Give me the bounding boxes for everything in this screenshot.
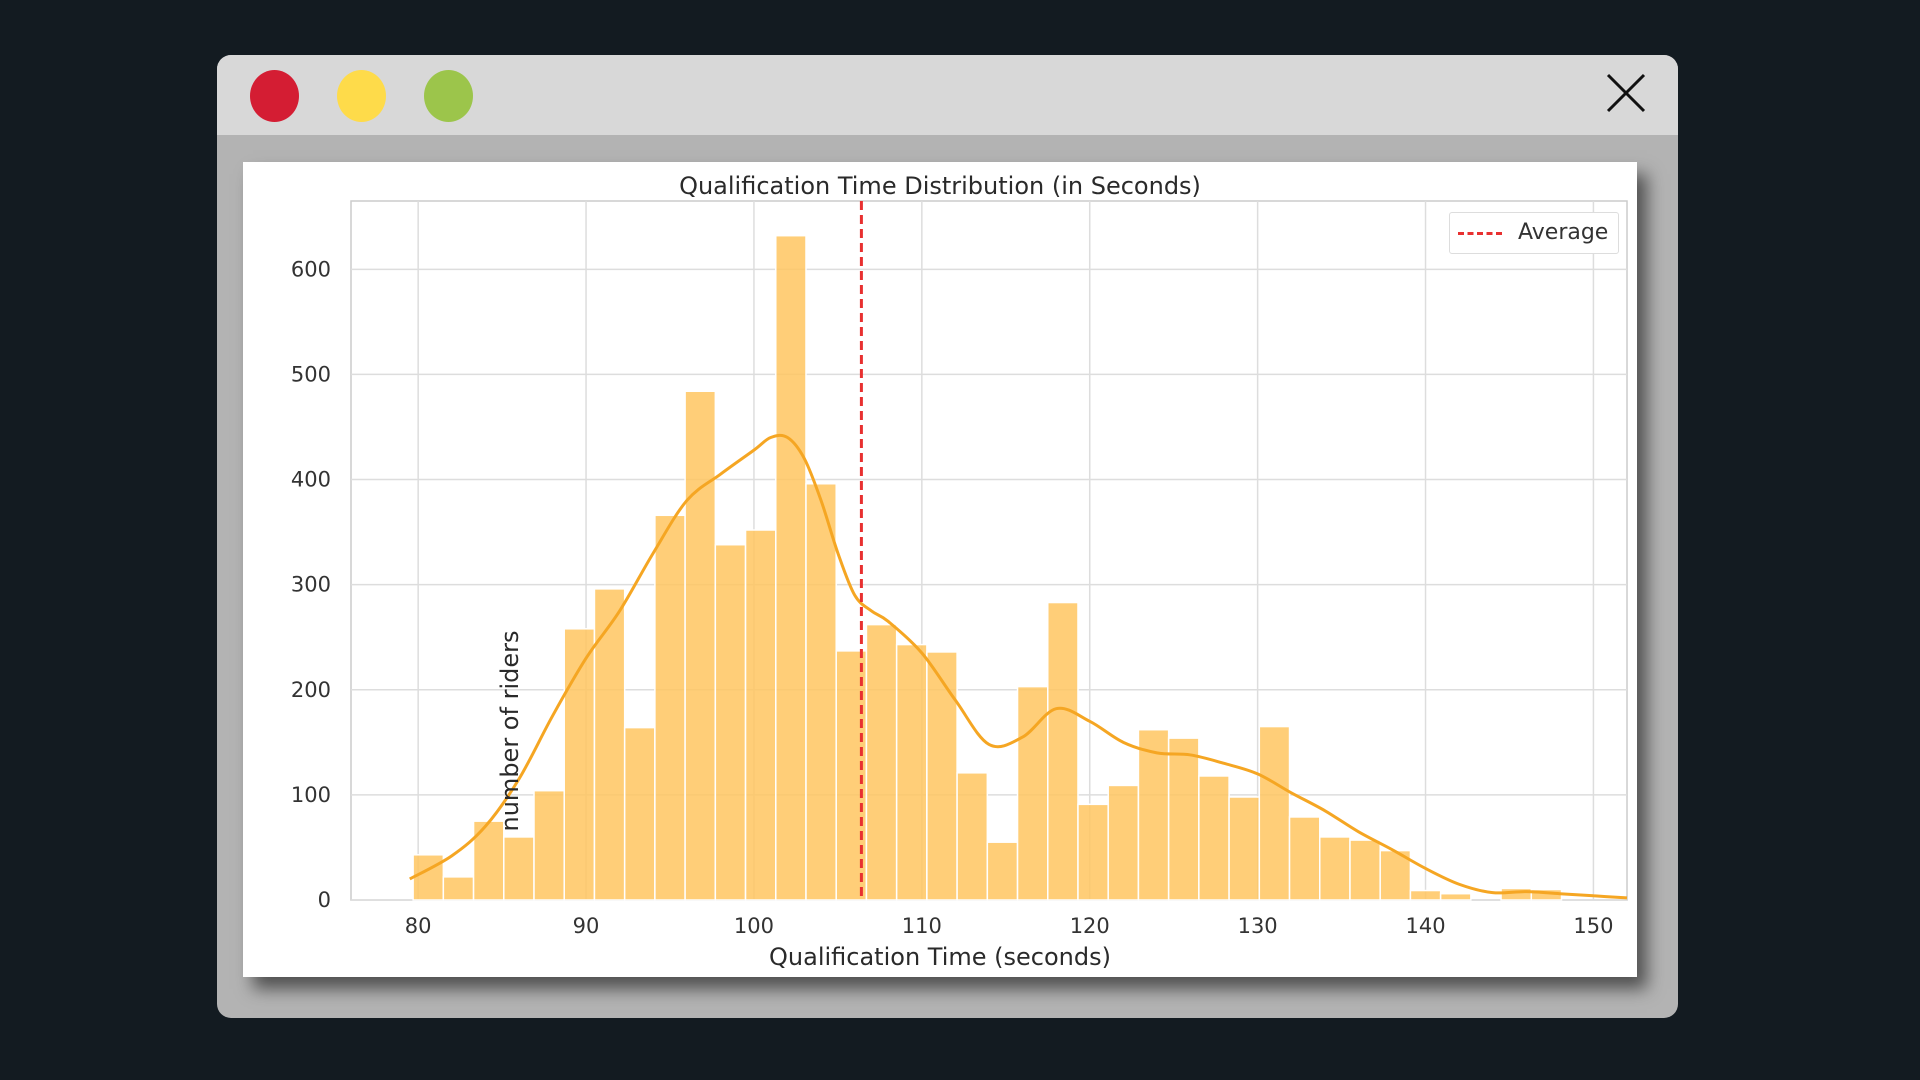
x-tick-label: 110 (902, 914, 942, 938)
title-bar (217, 55, 1678, 135)
histogram-bar (1288, 816, 1321, 901)
histogram-bar (412, 854, 445, 901)
x-tick-label: 130 (1238, 914, 1278, 938)
histogram-chart: 80 90 100 110 120 130 140 150 0 100 200 300 400 500 60… (291, 200, 1628, 938)
histogram-bar (1047, 601, 1079, 901)
app-window: 80 90 100 110 120 130 140 150 0 100 200 300 400 500 60… (217, 55, 1678, 1018)
plot-area (350, 200, 1628, 901)
x-axis-label: Qualification Time (seconds) (769, 943, 1111, 971)
histogram-bar (865, 623, 898, 901)
x-tick-label: 120 (1070, 914, 1110, 938)
histogram-bar (1137, 728, 1170, 901)
histogram-bar (623, 726, 656, 901)
y-tick-label: 600 (291, 257, 331, 281)
histogram-bar (1107, 784, 1140, 901)
chart-title: Qualification Time Distribution (in Seco… (679, 172, 1201, 200)
y-tick-label: 200 (291, 678, 331, 702)
histogram-bar (442, 876, 475, 901)
histogram-bar (986, 841, 1019, 901)
histogram-bar (714, 543, 747, 901)
histogram-bar (1409, 889, 1442, 901)
histogram-bar (1198, 775, 1230, 901)
histogram-bar (805, 483, 837, 901)
legend-average-swatch (1458, 232, 1502, 235)
histogram-bar (503, 836, 535, 901)
histogram-bar (1228, 796, 1261, 901)
histogram-bar (593, 588, 626, 901)
x-tick-label: 140 (1405, 914, 1445, 938)
histogram-bar (654, 514, 686, 901)
y-axis-label: number of riders (496, 630, 524, 832)
chart-panel: 80 90 100 110 120 130 140 150 0 100 200 300 400 500 60… (243, 162, 1637, 977)
histogram-bar (1258, 725, 1291, 901)
y-tick-label: 0 (318, 888, 331, 912)
histogram-bar (533, 789, 565, 901)
maximize-window-button[interactable] (424, 70, 473, 122)
y-tick-label: 100 (291, 783, 331, 807)
histogram-bar (1319, 836, 1351, 901)
histogram-bar (956, 772, 989, 901)
minimize-window-button[interactable] (337, 70, 386, 122)
x-tick-label: 150 (1573, 914, 1613, 938)
histogram-bar (1439, 892, 1472, 901)
legend: Average (1449, 212, 1619, 254)
histogram-bar (895, 643, 928, 901)
histogram-bar (1349, 839, 1381, 901)
x-tick-label: 90 (573, 914, 600, 938)
histogram-bar (684, 390, 717, 901)
histogram-bar (744, 529, 777, 901)
close-icon[interactable] (1602, 69, 1650, 117)
kde-curve (409, 433, 1628, 900)
x-tick-label: 80 (405, 914, 432, 938)
histogram-bar (1167, 737, 1200, 901)
histogram-bar (1077, 803, 1109, 901)
histogram-bar (926, 651, 958, 901)
y-tick-label: 400 (291, 468, 331, 492)
x-tick-label: 100 (734, 914, 774, 938)
y-tick-label: 500 (291, 362, 331, 386)
y-tick-label: 300 (291, 573, 331, 597)
histogram-bar (775, 234, 807, 901)
legend-average-label: Average (1518, 220, 1609, 245)
close-window-button[interactable] (250, 70, 299, 122)
